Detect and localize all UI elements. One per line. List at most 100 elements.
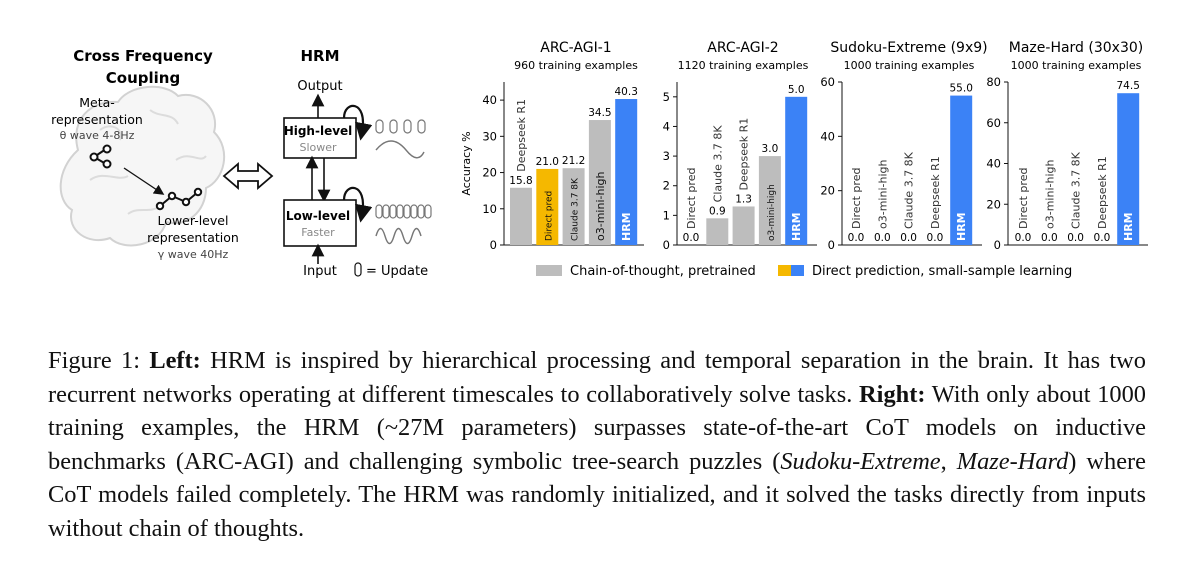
chart-3-category-label-4: HRM (1122, 212, 1135, 241)
chart-2-ytick-label-0: 0 (828, 238, 835, 252)
chart-3-ytick-label-1: 20 (986, 197, 1001, 211)
chart-1-category-label-3: o3-mini-high (767, 184, 777, 241)
chart-1-bar-2 (732, 206, 755, 245)
double-arrow-icon (222, 162, 274, 190)
chart-0-value-label-0: 15.8 (509, 175, 532, 187)
figure-caption: Figure 1: Left: HRM is inspired by hiera… (48, 344, 1146, 545)
caption-figure-label: Figure 1: (48, 347, 150, 374)
chart-0-category-label-2: Claude 3.7 8K (571, 177, 581, 241)
lower-label-line2: representation (147, 230, 239, 245)
caption-maze: Maze-Hard (956, 447, 1069, 475)
chart-0-bar-4 (615, 99, 638, 245)
high-level-module (283, 117, 357, 159)
chart-2-title: Sudoku-Extreme (9x9) (830, 40, 987, 56)
lower-label-line1: Lower-level (158, 213, 229, 228)
chart-1-ytick-label-5: 5 (663, 90, 670, 104)
caption-right-text-1: With only about 1000 training examples, … (48, 380, 1147, 475)
chart-3-category-label-3: Deepseek R1 (1096, 156, 1109, 229)
chart-3-value-label-4: 74.5 (1117, 80, 1140, 92)
chart-3-title: Maze-Hard (30x30) (1009, 40, 1143, 56)
chart-1-value-label-3: 3.0 (762, 143, 779, 155)
chart-0-ytick-label-1: 10 (482, 202, 497, 216)
legend-cot-swatch (536, 265, 562, 276)
chart-1-value-label-1: 0.9 (709, 205, 726, 217)
chart-1-bar-3 (758, 156, 781, 245)
chart-3-subtitle: 1000 training examples (1011, 59, 1142, 72)
caption-left-text: HRM is inspired by hierarchical processi… (48, 347, 1146, 408)
chart-1-value-label-2: 1.3 (735, 193, 752, 205)
theta-wave-label: θ wave 4-8Hz (60, 129, 135, 142)
chart-3-value-label-1: 0.0 (1041, 232, 1058, 244)
legend-direct-label: Direct prediction, small-sample learning (812, 264, 1072, 279)
brain-illustration (59, 85, 225, 247)
chart-0-category-label-3: o3-mini-high (594, 172, 607, 241)
chart-2-ytick-label-3: 60 (820, 75, 835, 89)
chart-3-category-label-0: Direct pred (1017, 168, 1030, 229)
output-label: Output (297, 79, 342, 94)
chart-1-category-label-4: HRM (790, 212, 803, 241)
chart-3-category-label-2: Claude 3.7 8K (1070, 151, 1083, 229)
low-recurrent-loop (342, 186, 373, 223)
high-level-sub: Slower (299, 141, 337, 154)
chart-0-bar-1 (536, 168, 559, 245)
chart-2-value-label-2: 0.0 (900, 232, 917, 244)
chart-1-ytick-label-1: 1 (663, 208, 670, 222)
chart-2-category-label-3: Deepseek R1 (929, 156, 942, 229)
chart-0-subtitle: 960 training examples (514, 59, 638, 72)
meta-label-line1: Meta- (79, 95, 115, 110)
hrm-title: HRM (300, 47, 339, 65)
chart-2-category-label-2: Claude 3.7 8K (903, 151, 916, 229)
chart-0-category-label-1: Direct pred (544, 191, 554, 241)
chart-2-ytick-label-1: 20 (820, 184, 835, 198)
cfc-title-line2: Coupling (106, 69, 180, 87)
chart-0-category-label-0: Deepseek R1 (515, 99, 528, 172)
chart-1-category-label-2: Deepseek R1 (738, 118, 751, 191)
gamma-wave-label: γ wave 40Hz (158, 248, 229, 261)
chart-2-bar-4 (950, 95, 973, 245)
chart-2-category-label-1: o3-mini-high (876, 160, 889, 229)
low-level-sub: Faster (301, 226, 335, 239)
chart-3-ytick-label-0: 0 (994, 238, 1001, 252)
chart-1-bar-4 (785, 96, 808, 246)
chart-1-title: ARC-AGI-2 (707, 40, 778, 56)
share-network-icon (89, 144, 112, 169)
chart-3-ytick-label-3: 60 (986, 116, 1001, 130)
chart-0-bar-0 (510, 187, 532, 245)
chart-2-category-label-4: HRM (955, 212, 968, 241)
node-chain-icon (155, 187, 203, 211)
chart-1-category-label-0: Direct pred (685, 168, 698, 229)
legend-direct-swatch-yellow (778, 265, 791, 276)
chart-3-ytick-label-4: 80 (986, 75, 1001, 89)
input-label: Input (303, 264, 337, 279)
low-level-module (283, 199, 357, 247)
chart-1-bar-1 (706, 218, 729, 245)
coupling-arrow (123, 167, 165, 195)
chart-0-category-label-4: HRM (620, 212, 633, 241)
chart-0-value-label-4: 40.3 (615, 86, 638, 98)
chart-3-category-label-1: o3-mini-high (1043, 160, 1056, 229)
fast-wave-icon (375, 227, 422, 245)
chart-2-subtitle: 1000 training examples (844, 59, 975, 72)
slow-update-glyphs (375, 119, 426, 134)
chart-0-value-label-1: 21.0 (536, 156, 559, 168)
caption-sep: , (940, 447, 957, 475)
caption-right-heading: Right: (859, 380, 926, 408)
chart-2-value-label-1: 0.0 (874, 232, 891, 244)
chart-3-value-label-0: 0.0 (1015, 232, 1032, 244)
update-legend-label: = Update (366, 264, 428, 279)
chart-0-ytick-label-2: 20 (482, 166, 497, 180)
chart-0-ytick-label-0: 0 (490, 238, 497, 252)
chart-2-value-label-3: 0.0 (927, 232, 944, 244)
chart-3-bar-4 (1117, 93, 1140, 245)
chart-3-value-label-2: 0.0 (1067, 232, 1084, 244)
meta-label-line2: representation (51, 112, 143, 127)
legend-direct-swatch-blue (791, 265, 804, 276)
chart-0-value-label-3: 34.5 (588, 107, 611, 119)
chart-3-value-label-3: 0.0 (1094, 232, 1111, 244)
chart-1-ytick-label-2: 2 (663, 179, 670, 193)
legend-cot-label: Chain-of-thought, pretrained (570, 264, 756, 279)
chart-2-value-label-4: 55.0 (950, 83, 973, 95)
chart-0-ytick-label-4: 40 (482, 93, 497, 107)
high-level-title: High-level (284, 124, 353, 138)
chart-1-ytick-label-3: 3 (663, 149, 670, 163)
